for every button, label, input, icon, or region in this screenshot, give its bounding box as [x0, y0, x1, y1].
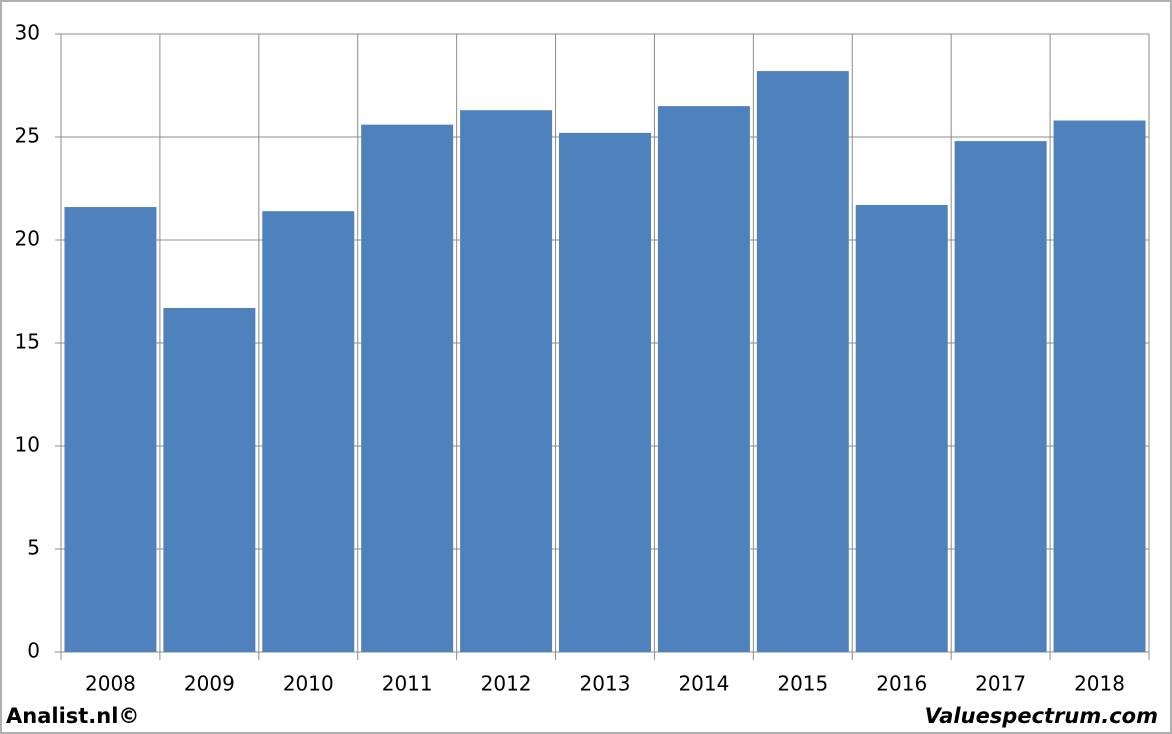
y-tick-label: 15: [15, 330, 40, 354]
x-tick-label: 2009: [184, 672, 235, 696]
footer-left: Analist.nl©: [6, 704, 139, 728]
bar: [954, 141, 1047, 652]
x-tick-label: 2017: [975, 672, 1026, 696]
x-tick-label: 2012: [481, 672, 532, 696]
x-tick-label: 2013: [580, 672, 631, 696]
footer-right: Valuespectrum.com: [925, 704, 1158, 728]
bar: [559, 132, 651, 652]
y-tick-label: 25: [15, 124, 40, 148]
bar: [262, 211, 355, 652]
x-tick-label: 2014: [678, 672, 729, 696]
bar: [855, 204, 948, 653]
x-tick-label: 2011: [382, 672, 433, 696]
bar: [361, 124, 454, 652]
bar: [657, 106, 750, 653]
bar: [64, 207, 157, 653]
y-tick-label: 20: [15, 227, 40, 251]
y-tick-label: 0: [27, 639, 40, 663]
plot-area: 0 5 10 15 20 25 30 2008 2009 2010 2011 2012 2013 2014…: [15, 21, 1150, 696]
y-tick-label: 30: [15, 21, 40, 45]
x-tick-label: 2016: [876, 672, 927, 696]
y-tick-label: 5: [27, 536, 40, 560]
x-tick-label: 2008: [85, 672, 136, 696]
bar: [460, 110, 553, 653]
x-tick-label: 2015: [777, 672, 828, 696]
x-tick-label: 2010: [283, 672, 334, 696]
bar: [756, 71, 849, 652]
x-tick-label: 2018: [1074, 672, 1125, 696]
bar: [1053, 120, 1146, 652]
bar: [163, 307, 256, 652]
y-tick-label: 10: [15, 433, 40, 457]
